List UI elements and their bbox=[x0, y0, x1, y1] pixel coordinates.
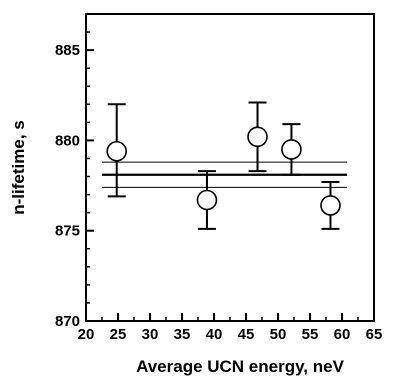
data-point bbox=[281, 123, 302, 176]
point-marker bbox=[196, 189, 218, 211]
x-tick-label: 35 bbox=[174, 326, 191, 343]
point-marker bbox=[281, 139, 302, 160]
point-marker bbox=[247, 126, 268, 148]
x-tick-label: 60 bbox=[334, 326, 351, 343]
y-tick-label: 885 bbox=[55, 42, 80, 59]
x-tick-label: 40 bbox=[206, 326, 223, 343]
data-point bbox=[247, 101, 268, 173]
x-tick-label: 55 bbox=[302, 326, 319, 343]
x-axis-ticks: 20 25 30 35 40 45 50 55 60 65 bbox=[78, 313, 383, 343]
data-point bbox=[320, 180, 341, 230]
x-tick-label: 50 bbox=[270, 326, 287, 343]
x-axis-title: Average UCN energy, neV bbox=[136, 357, 345, 376]
data-point bbox=[106, 103, 128, 198]
x-tick-label: 30 bbox=[142, 326, 159, 343]
point-marker bbox=[106, 140, 128, 162]
plot-frame bbox=[85, 13, 375, 322]
y-tick-label: 880 bbox=[55, 132, 80, 149]
x-tick-label: 25 bbox=[110, 326, 127, 343]
y-tick-label: 870 bbox=[55, 313, 80, 330]
point-marker bbox=[320, 195, 341, 216]
data-point bbox=[196, 170, 218, 230]
x-tick-label: 45 bbox=[238, 326, 255, 343]
x-tick-label: 20 bbox=[78, 326, 95, 343]
y-axis-ticks: 870 875 880 885 bbox=[55, 42, 94, 330]
x-tick-label: 65 bbox=[366, 326, 383, 343]
fit-lines bbox=[102, 161, 348, 188]
y-tick-label: 875 bbox=[55, 223, 80, 240]
data-points bbox=[106, 101, 341, 230]
y-axis-title: n-lifetime, s bbox=[9, 120, 28, 214]
